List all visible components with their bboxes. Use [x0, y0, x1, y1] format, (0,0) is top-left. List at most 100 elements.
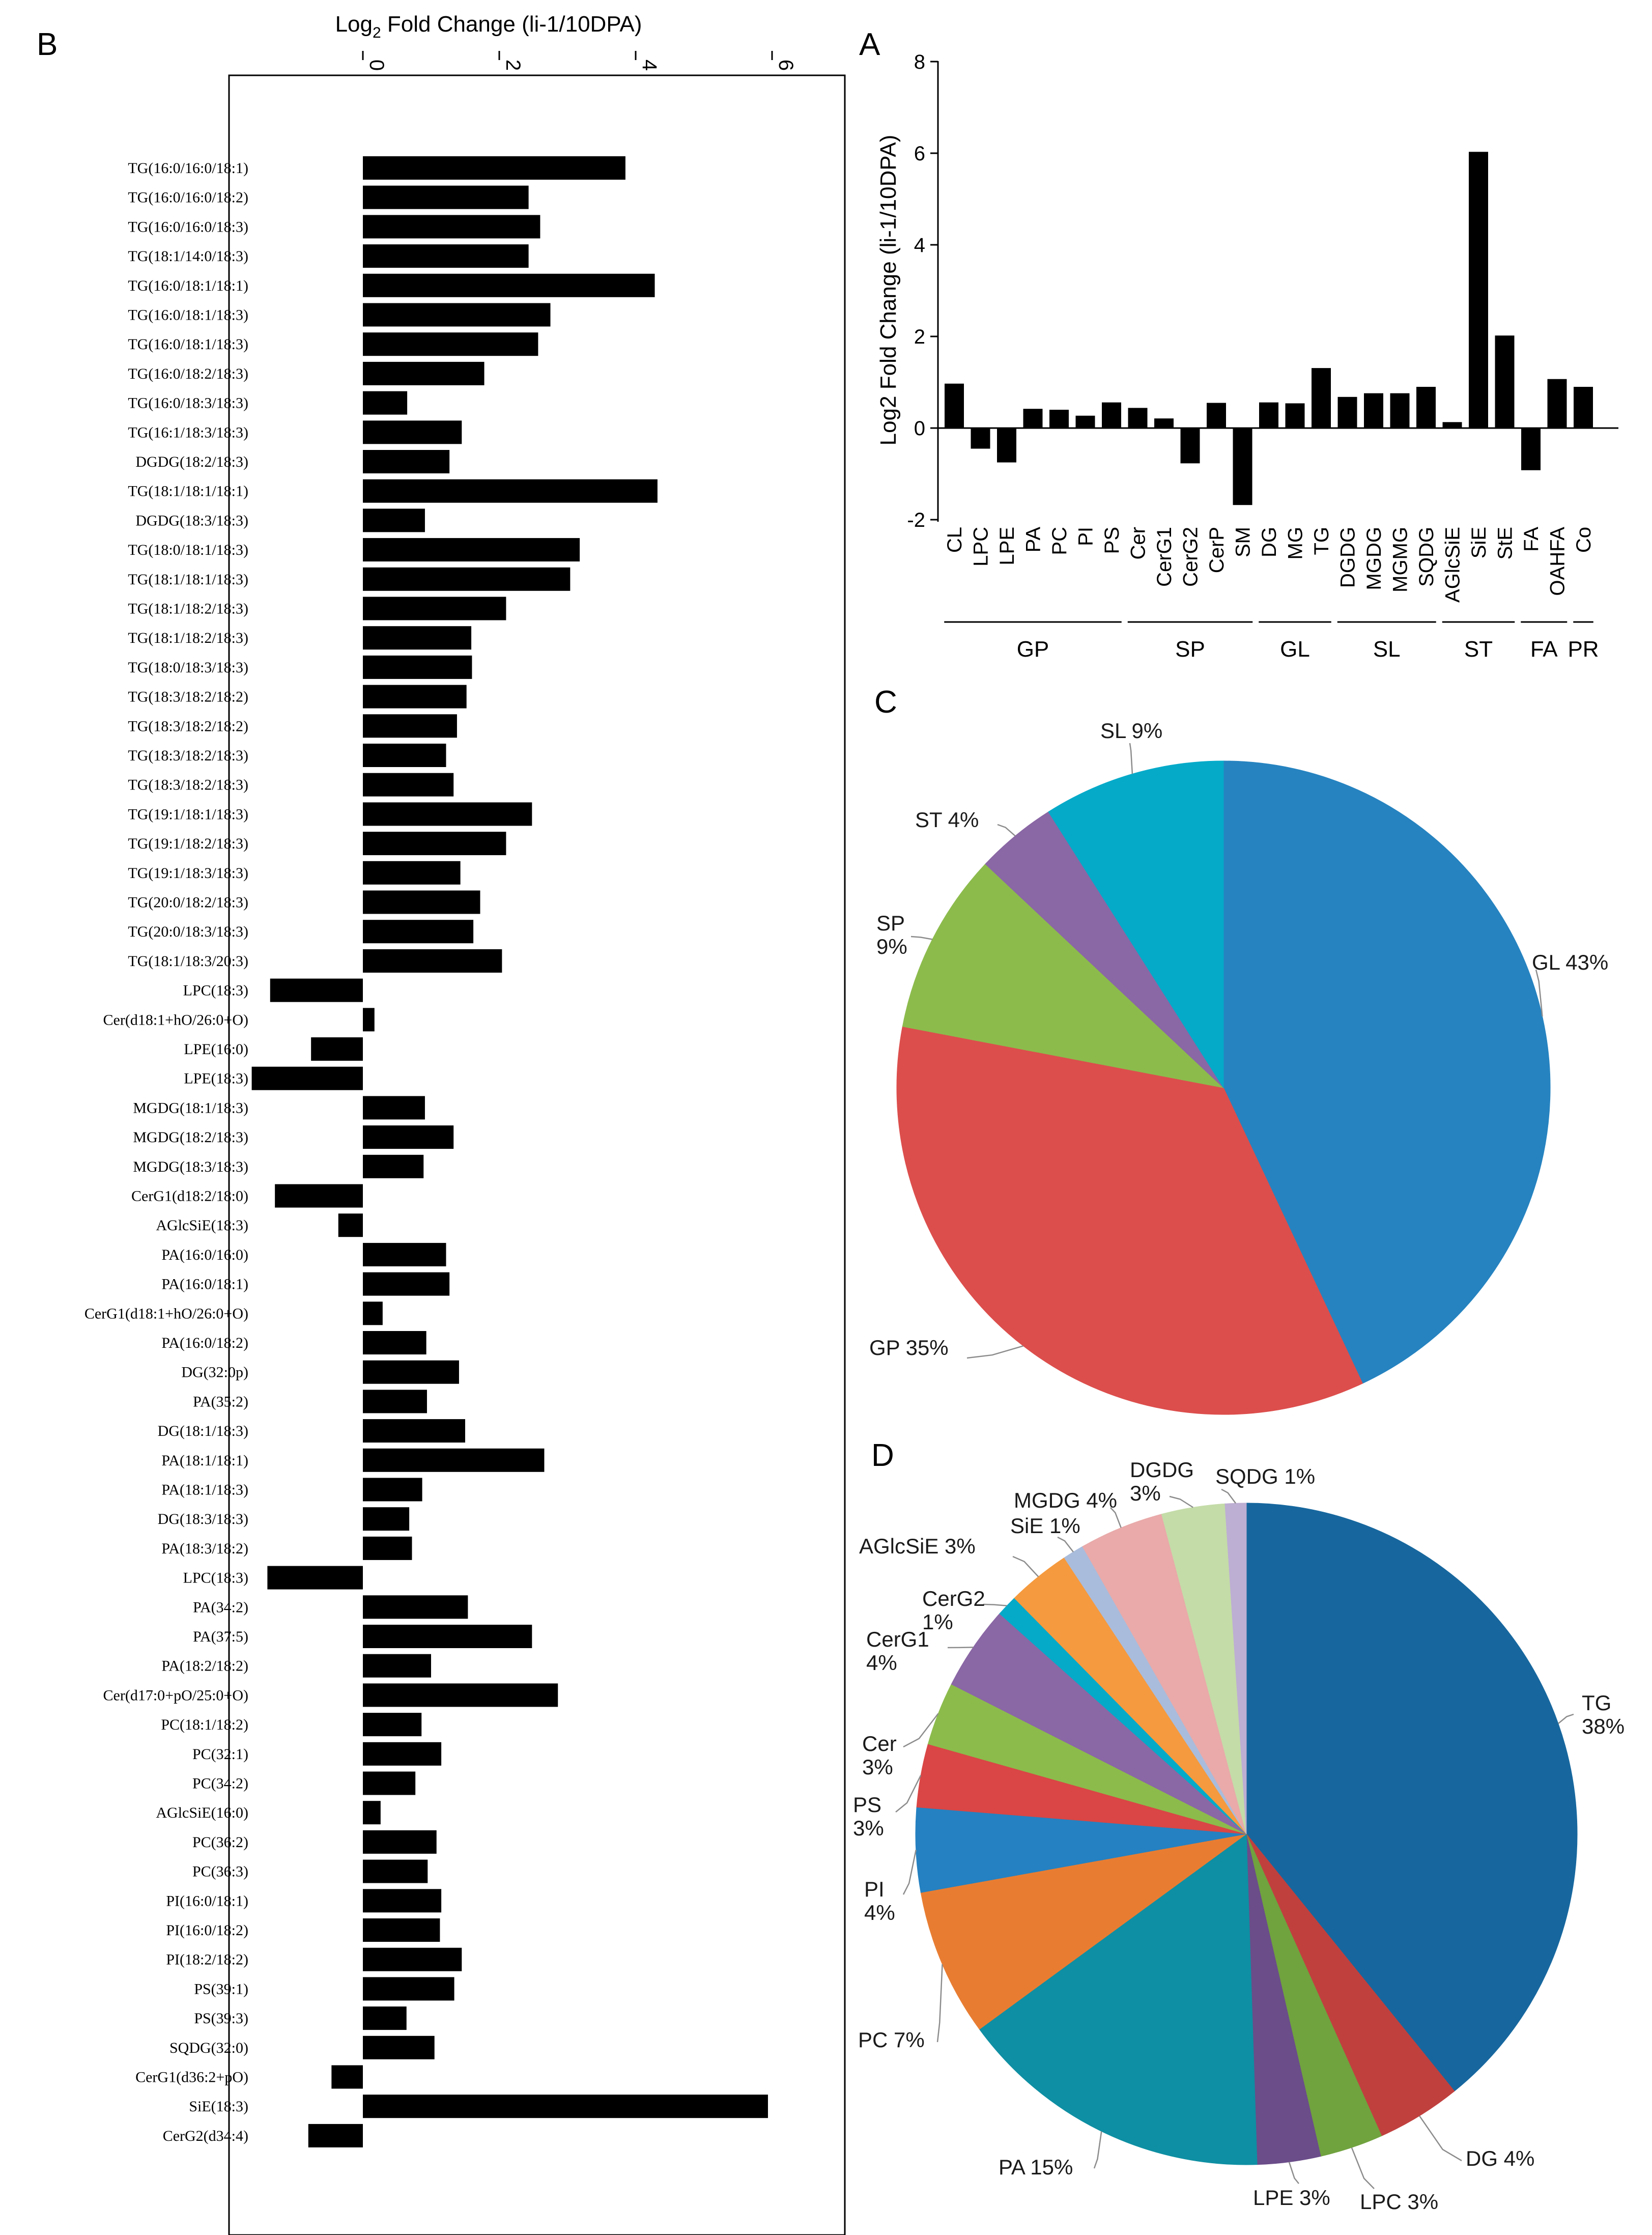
panel-b-category-label: TG(16:0/18:2/18:3) — [128, 365, 248, 382]
panel-b-category-label: CerG2(d34:4) — [163, 2128, 248, 2144]
panel-d-label-line: SQDG 1% — [1215, 1464, 1315, 1488]
panel-b-bar — [363, 1889, 442, 1913]
panel-b-bar — [363, 1654, 431, 1678]
panel-b-category-label: PA(34:2) — [193, 1599, 248, 1616]
panel-b-bar — [363, 1801, 381, 1825]
panel-d-label-pc: PC 7% — [858, 2028, 925, 2052]
panel-b-category-label: TG(18:3/18:2/18:3) — [128, 777, 248, 794]
panel-c-slice-gp — [896, 1026, 1363, 1415]
panel-b-category-label: TG(16:0/18:1/18:3) — [128, 307, 248, 324]
panel-b-title-subscript: 2 — [373, 24, 381, 41]
panel-a-bar-fa — [1521, 428, 1541, 470]
panel-b-category-label: SQDG(32:0) — [169, 2040, 248, 2056]
panel-b-category-label: PA(35:2) — [193, 1393, 248, 1410]
panel-a-bar-pa — [1023, 409, 1043, 428]
panel-b-bar — [363, 1478, 422, 1502]
panel-b-category-label: PA(18:2/18:2) — [161, 1658, 248, 1675]
panel-c-label-line: 9% — [876, 935, 907, 958]
panel-b-category-label: TG(16:0/16:0/18:3) — [128, 218, 248, 235]
panel-b-category-label: DG(18:1/18:3) — [158, 1423, 248, 1439]
panel-b-category-label: TG(18:0/18:3/18:3) — [128, 659, 248, 676]
panel-b-category-labels: TG(16:0/16:0/18:1) TG(16:0/16:0/18:2) TG(1… — [84, 160, 248, 2144]
panel-b-category-label: PI(18:2/18:2) — [166, 1951, 248, 1968]
panel-b-category-label: LPC(18:3) — [183, 1570, 248, 1587]
panel-d-label-pa: PA 15% — [999, 2155, 1073, 2179]
panel-a-category-pc: PC — [1048, 527, 1071, 555]
panel-b-bar — [363, 1595, 468, 1619]
panel-c-leader-gp — [966, 1345, 1023, 1359]
panel-letter-d: D — [871, 1438, 894, 1473]
panel-c-label-gp: GP 35% — [869, 1336, 949, 1360]
panel-b-category-label: AGlcSiE(16:0) — [156, 1804, 248, 1821]
panel-b-category-label: TG(18:3/18:2/18:3) — [128, 747, 248, 764]
panel-a-category-labels: CL LPC LPE PA PC PI PS Cer CerG1 CerG2 CerP SM DG MG T… — [944, 527, 1595, 603]
panel-d-leader-dgdg — [1169, 1495, 1193, 1508]
panel-b-bar — [363, 156, 625, 180]
panel-b-tick-label-0: 0 — [365, 60, 388, 71]
panel-b-category-label: TG(16:1/18:3/18:3) — [128, 424, 248, 441]
panel-d-leader-mgdg — [1110, 1507, 1122, 1528]
panel-a-category-cl: CL — [944, 527, 966, 553]
panel-b-category-label: PC(36:3) — [192, 1863, 248, 1880]
panel-b-bar — [363, 597, 506, 620]
panel-d-label-line: 3% — [1130, 1481, 1161, 1505]
panel-a-bars — [945, 152, 1593, 505]
panel-a-category-sqdg: SQDG — [1415, 527, 1438, 587]
panel-b-bar — [363, 1947, 462, 1971]
panel-c-leader-lines — [910, 743, 1543, 1359]
panel-b-bar — [363, 920, 474, 944]
panel-d-label-line: PS — [853, 1793, 881, 1817]
panel-b-bar — [363, 1859, 428, 1883]
panel-c-labels: GL 43% GP 35% SP 9% ST 4% SL 9% — [869, 719, 1608, 1360]
panel-b-bar — [275, 1184, 363, 1208]
panel-b-category-label: PC(34:2) — [192, 1775, 248, 1792]
panel-b-bar — [363, 1918, 440, 1942]
panel-b-bar — [363, 832, 506, 856]
panel-b-category-label: TG(16:0/16:0/18:2) — [128, 189, 248, 206]
panel-letter-a: A — [859, 27, 880, 62]
panel-c-leader-st — [997, 824, 1016, 837]
panel-d-label-line: 3% — [862, 1755, 893, 1779]
panel-a-group-label-st: ST — [1464, 637, 1493, 662]
panel-d-label-line: PI — [864, 1877, 885, 1901]
panel-a-group-label-sp: SP — [1175, 637, 1205, 662]
panel-a-tick-label--2: -2 — [907, 509, 925, 531]
panel-b-category-label: TG(19:1/18:2/18:3) — [128, 835, 248, 852]
panel-a-bar-dg — [1259, 402, 1278, 428]
panel-b-category-label: Cer(d18:1+hO/26:0+O) — [103, 1011, 248, 1028]
panel-d-label-line: TG — [1582, 1691, 1611, 1715]
panel-a-tick-label-0: 0 — [914, 417, 925, 440]
panel-b-axis-title: Log2 Fold Change (li-1/10DPA) — [335, 12, 642, 41]
panel-c-label-line: SL 9% — [1100, 719, 1162, 743]
panel-a-bar-oahfa — [1547, 379, 1567, 428]
panel-d-label-pi: PI 4% — [864, 1877, 895, 1925]
panel-d-label-lpc: LPC 3% — [1360, 2190, 1438, 2214]
panel-b-bar — [363, 361, 485, 385]
panel-b-bar — [363, 1125, 454, 1149]
panel-b-category-label: TG(16:0/18:1/18:1) — [128, 277, 248, 294]
panel-d-label-cer: Cer 3% — [862, 1732, 897, 1779]
panel-b-bar — [363, 655, 472, 679]
panel-d-leader-pc — [936, 1964, 943, 2043]
panel-a-bar-ste — [1495, 335, 1515, 428]
panel-d-label-lpe: LPE 3% — [1253, 2186, 1330, 2210]
panel-b-tick-label-6: 6 — [775, 60, 797, 71]
panel-b-category-label: PC(18:1/18:2) — [161, 1716, 248, 1733]
panel-a-bar-sm — [1233, 428, 1252, 505]
panel-b-bar — [363, 332, 538, 356]
panel-a-category-cerg1: CerG1 — [1153, 527, 1176, 587]
panel-a-bar-co — [1574, 387, 1593, 428]
panel-b-bar — [363, 508, 425, 532]
panel-d-slice-pc — [920, 1833, 1247, 2030]
panel-d-label-dgdg: DGDG 3% — [1130, 1458, 1194, 1505]
panel-b-bar — [338, 1213, 363, 1237]
panel-d-label-sqdg: SQDG 1% — [1215, 1464, 1315, 1488]
panel-b-category-label: PS(39:3) — [194, 2010, 248, 2027]
panel-a-group-label-gl: GL — [1280, 637, 1310, 662]
panel-b-category-label: Cer(d17:0+pO/25:0+O) — [103, 1687, 248, 1704]
panel-b-tick-label-4: 4 — [638, 60, 661, 71]
panel-b-category-label: PA(18:1/18:3) — [161, 1482, 248, 1498]
panel-b-bar — [363, 1390, 427, 1413]
panel-d-label-line: MGDG 4% — [1014, 1488, 1117, 1512]
panel-b-title-log: Log — [335, 12, 373, 37]
